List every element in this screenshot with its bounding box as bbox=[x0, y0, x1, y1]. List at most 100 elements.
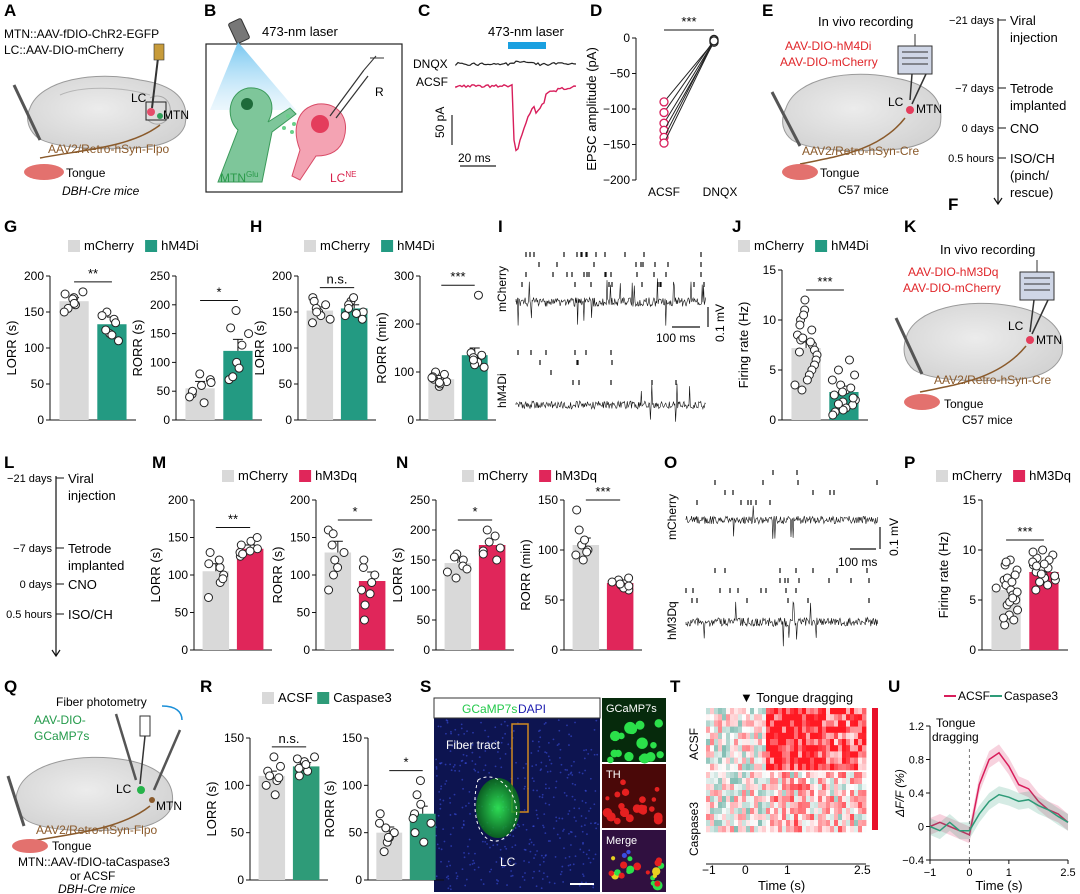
y-tick-label: 0 bbox=[237, 873, 244, 887]
legend-label: mCherry bbox=[84, 238, 134, 253]
data-point bbox=[807, 325, 817, 335]
y-tick-label: 100 bbox=[410, 583, 430, 597]
timeline-arrow bbox=[993, 197, 1003, 206]
data-point bbox=[846, 383, 856, 393]
panel-p: P bbox=[904, 453, 915, 472]
chart-g2: 0 50 100 150 200 250 RORR (s) * bbox=[130, 269, 262, 427]
panel-letter: A bbox=[4, 1, 16, 20]
data-point bbox=[479, 362, 489, 372]
spike-raster-hm4di bbox=[517, 350, 677, 385]
y-axis-label: RORR (s) bbox=[322, 780, 337, 837]
legend: mCherry hM3Dq bbox=[936, 468, 1071, 483]
y-axis-label: LORR (s) bbox=[4, 321, 19, 376]
legend: mCherry hM4Di bbox=[304, 238, 435, 253]
tongue-label: Tongue bbox=[944, 397, 984, 411]
legend-label: hM4Di bbox=[161, 238, 199, 253]
data-point bbox=[218, 574, 228, 584]
data-point bbox=[339, 548, 349, 557]
bar-hm3dq bbox=[236, 548, 264, 650]
laser-pulse-bar bbox=[508, 42, 546, 49]
event-label: ▼ Tongue dragging bbox=[740, 690, 853, 705]
data-point bbox=[833, 399, 843, 409]
y-tick-label: 50 bbox=[279, 377, 293, 391]
y-tick-label: 150 bbox=[410, 553, 430, 567]
inset-merge-label: Merge bbox=[606, 835, 637, 847]
y-tick-label: 100 bbox=[394, 365, 414, 379]
y-tick-label: 0 bbox=[423, 643, 430, 657]
spike-raster-hm3dq bbox=[685, 568, 870, 603]
y-tick-label: −150 bbox=[603, 138, 630, 152]
y-tick-label: 100 bbox=[168, 568, 188, 582]
timeline-event: CNO bbox=[68, 577, 97, 592]
timeline-event: rescue) bbox=[1010, 185, 1053, 200]
data-point bbox=[107, 330, 117, 340]
legend-swatch bbox=[539, 470, 552, 482]
data-point bbox=[850, 370, 860, 380]
patch-pipette bbox=[329, 69, 365, 117]
data-point bbox=[59, 307, 69, 317]
timeline-event: implanted bbox=[1010, 98, 1066, 113]
data-point bbox=[231, 306, 241, 316]
data-point bbox=[294, 763, 304, 773]
legend: mCherry hM4Di bbox=[738, 238, 869, 253]
data-point bbox=[478, 549, 488, 559]
data-point bbox=[991, 583, 1001, 593]
legend-swatch bbox=[145, 240, 158, 252]
data-point bbox=[797, 385, 807, 395]
data-point bbox=[615, 579, 625, 589]
data-point bbox=[624, 573, 634, 583]
panel-letter: T bbox=[670, 677, 681, 696]
chart-h1: 0 50 100 150 200 LORR (s) n.s. bbox=[252, 269, 376, 427]
legend-label: Caspase3 bbox=[1004, 689, 1058, 703]
hm4di-label: hM4Di bbox=[495, 373, 509, 408]
y-axis-label: LORR (s) bbox=[390, 548, 405, 603]
y-tick-label: 200 bbox=[168, 493, 188, 507]
virus-label-lc: LC::AAV-DIO-mCherry bbox=[4, 43, 124, 57]
pair-line bbox=[663, 39, 715, 113]
y-tick-label: 100 bbox=[224, 778, 244, 792]
data-point bbox=[245, 546, 255, 556]
retro-tract bbox=[39, 124, 161, 159]
panel-letter: R bbox=[200, 677, 212, 696]
data-point bbox=[1008, 593, 1018, 603]
xtick: 2.5 bbox=[854, 863, 871, 877]
legend-label: mCherry bbox=[478, 468, 528, 483]
legend-label: hM3Dq bbox=[555, 468, 597, 483]
panel-letter: H bbox=[250, 217, 262, 236]
y-tick-label: 0 bbox=[551, 643, 558, 657]
data-point bbox=[375, 818, 385, 828]
lc-label: LC bbox=[888, 95, 904, 109]
data-point bbox=[1032, 561, 1042, 571]
y-tick-label: 200 bbox=[290, 493, 310, 507]
data-point bbox=[270, 790, 280, 800]
y-tick-label: 200 bbox=[394, 317, 414, 331]
recording-trace-hm3dq bbox=[685, 601, 879, 647]
panel-i: I mCherry hM4Di 100 ms 0.1 mV bbox=[495, 217, 727, 408]
panel-l: L −21 days Viral injection −7 days Tetrode im… bbox=[4, 453, 124, 658]
legend-label: hM4Di bbox=[397, 238, 435, 253]
y-tick-label: 0 bbox=[969, 643, 976, 657]
panel-letter: S bbox=[420, 677, 431, 696]
data-point bbox=[359, 555, 369, 565]
data-point bbox=[838, 387, 848, 397]
data-point bbox=[607, 577, 617, 587]
y-tick-label: −100 bbox=[603, 102, 630, 116]
x-axis-label: Time (s) bbox=[975, 878, 1022, 893]
y-tick-label: 100 bbox=[342, 778, 362, 792]
panel-r: R bbox=[200, 677, 212, 696]
chart-j: 0 5 10 15 Firing rate (Hz) *** bbox=[736, 263, 868, 427]
tongue-label: Tongue bbox=[66, 166, 106, 180]
panel-letter: Q bbox=[4, 677, 17, 696]
chart-p: 0 5 10 15 Firing rate (Hz) *** bbox=[936, 493, 1068, 657]
data-point bbox=[580, 535, 590, 545]
panel-b: B 473-nm laser R MTNGlu LCNE bbox=[204, 1, 403, 193]
data-point bbox=[351, 308, 361, 318]
timeline-event: implanted bbox=[68, 558, 124, 573]
data-point bbox=[829, 390, 839, 400]
data-point bbox=[410, 828, 420, 838]
laser-beam bbox=[210, 42, 296, 110]
timeline-time: −7 days bbox=[955, 83, 994, 95]
recording-trace-hm4di bbox=[515, 383, 706, 422]
significance-label: ** bbox=[228, 512, 238, 527]
